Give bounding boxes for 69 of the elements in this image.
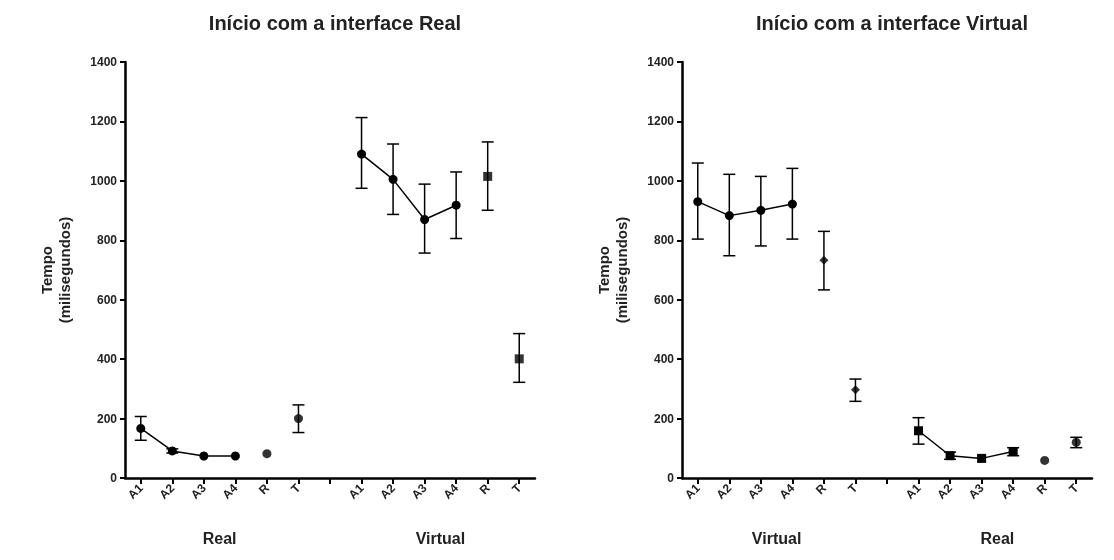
x-tick-label: A2	[156, 480, 178, 502]
y-axis-title: Tempo (milisegundos)	[594, 216, 630, 324]
x-tick-label: R	[476, 480, 493, 498]
x-tick-label: A3	[745, 480, 767, 502]
x-tick-label: A1	[345, 480, 367, 502]
x-tick-label: A1	[681, 480, 703, 502]
text: Real	[980, 529, 1015, 547]
x-tick-label: R	[1033, 480, 1050, 498]
y-tick-label: 200	[96, 411, 118, 426]
x-tick-label: A4	[219, 480, 241, 502]
x-tick-label: A4	[440, 480, 462, 502]
y-tick-label: 600	[653, 292, 675, 307]
y-tick-label: 1400	[90, 55, 118, 69]
x-tick-label: R	[812, 480, 830, 498]
x-tick-label: A3	[965, 480, 987, 502]
x-tick-label: A1	[124, 480, 146, 502]
point	[420, 214, 430, 224]
y-tick-label: 400	[96, 352, 118, 367]
point	[230, 451, 240, 461]
point	[199, 451, 209, 461]
y-tick-label: 1400	[647, 55, 675, 69]
y-tick-label: 1000	[647, 173, 675, 188]
x-tick-label: A4	[776, 480, 798, 502]
text: Virtual	[751, 529, 802, 547]
x-tick-label: A2	[377, 480, 399, 502]
x-tick-label: A4	[997, 480, 1019, 502]
y-tick-label: 600	[96, 292, 118, 307]
text: Virtual	[415, 529, 466, 547]
x-tick-label: A3	[408, 480, 430, 502]
chart-title: Início com a interface Real	[208, 12, 462, 34]
x-tick-label: R	[255, 480, 273, 498]
y-tick-label: 1000	[90, 173, 118, 188]
x-tick-label: A2	[934, 480, 956, 502]
y-axis-title: Tempo (milisegundos)	[37, 216, 73, 324]
point	[1040, 455, 1050, 465]
point	[167, 446, 177, 456]
point	[262, 449, 272, 459]
x-tick-label: T	[509, 480, 525, 497]
y-tick-label: 0	[110, 471, 118, 485]
y-tick-label: 1200	[90, 114, 118, 129]
y-tick-label: 800	[96, 233, 118, 248]
y-tick-label: 800	[653, 233, 675, 248]
y-tick-label: 400	[653, 352, 675, 367]
point	[850, 385, 860, 395]
x-tick-label: T	[288, 480, 304, 497]
text: Real	[202, 529, 237, 547]
point	[693, 197, 703, 207]
point	[357, 149, 367, 159]
y-tick-label: 0	[667, 471, 675, 485]
y-tick-label: 1200	[647, 114, 675, 129]
x-tick-label: A2	[713, 480, 735, 502]
point	[724, 211, 734, 221]
point	[451, 200, 461, 210]
point	[977, 453, 987, 463]
point	[787, 199, 797, 209]
point	[756, 205, 766, 215]
y-tick-label: 200	[653, 411, 675, 426]
point	[514, 354, 524, 364]
point	[819, 255, 829, 265]
point	[388, 174, 398, 184]
chart-title: Início com a interface Virtual	[756, 12, 1028, 34]
x-tick-label: A1	[902, 480, 924, 502]
point	[136, 423, 146, 433]
point	[483, 171, 493, 181]
point	[914, 426, 924, 436]
x-tick-label: T	[1066, 480, 1082, 497]
x-tick-label: A3	[188, 480, 210, 502]
point	[293, 414, 303, 424]
x-tick-label: T	[845, 480, 861, 497]
